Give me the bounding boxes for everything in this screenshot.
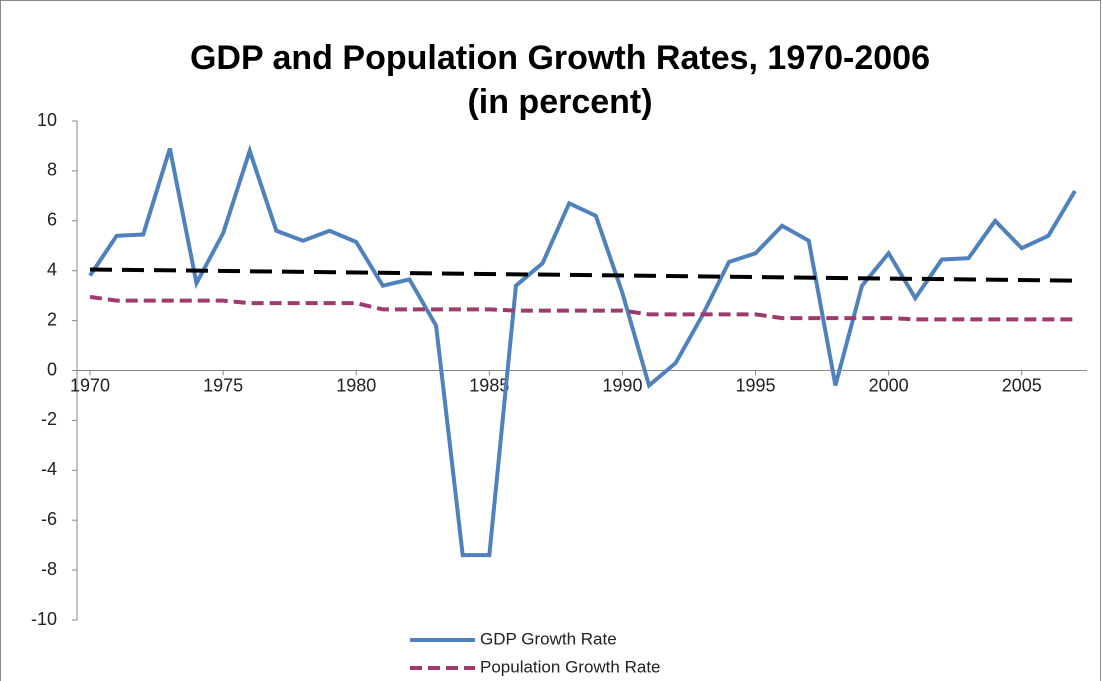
series-line [88,144,1077,558]
y-tick-label: 8 [47,160,57,180]
y-tick-label: 10 [37,110,57,130]
x-tick-label: 1985 [469,375,509,395]
chart-subtitle: (in percent) [467,83,652,121]
y-tick-label: 6 [47,210,57,230]
x-tick-label: 2000 [869,375,909,395]
y-tick-label: -2 [41,409,57,429]
y-tick-label: -6 [41,509,57,529]
trend-line [89,267,1076,283]
x-tick-label: 1995 [736,375,776,395]
x-tick-label: 2005 [1002,375,1042,395]
y-tick-label: -10 [31,609,57,629]
y-tick-label: 4 [47,259,57,279]
y-tick-label: 0 [47,359,57,379]
x-tick-label: 1980 [336,375,376,395]
x-tick-label: 1990 [602,375,642,395]
chart-title: GDP and Population Growth Rates, 1970-20… [190,39,930,77]
y-tick-label: -4 [41,459,57,479]
legend-label: Population Growth Rate [480,657,661,676]
series-line [89,294,1075,322]
legend-label: GDP Growth Rate [480,629,617,648]
x-tick-label: 1975 [203,375,243,395]
y-tick-label: -8 [41,559,57,579]
x-tick-label: 1970 [70,375,110,395]
y-tick-label: 2 [47,309,57,329]
